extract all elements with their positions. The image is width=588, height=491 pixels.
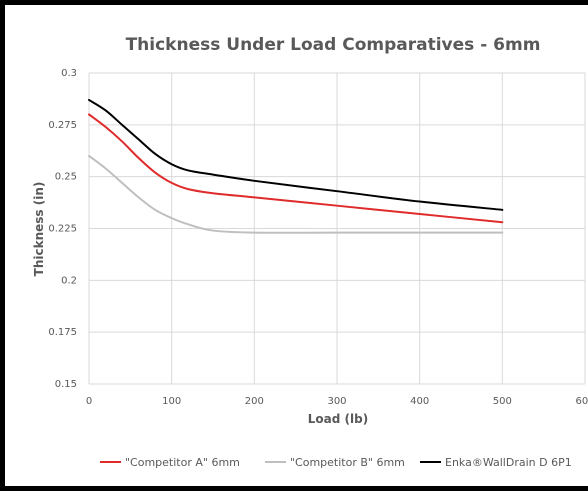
series-line <box>88 154 504 234</box>
legend: "Competitor A" 6mm "Competitor B" 6mm Enka… <box>100 456 572 469</box>
series-line <box>88 98 504 211</box>
legend-label: "Competitor B" 6mm <box>290 456 405 469</box>
gridlines <box>88 72 586 385</box>
x-tick-label: 300 <box>327 396 346 407</box>
y-tick-label: 0.3 <box>61 68 77 79</box>
x-tick-label: 0 <box>86 396 92 407</box>
y-tick-label: 0.15 <box>55 379 77 390</box>
y-tick-labels: 0.15 0.175 0.2 0.225 0.25 0.275 0.3 <box>48 68 77 390</box>
series-lines <box>88 98 504 234</box>
chart-title: Thickness Under Load Comparatives - 6mm <box>126 35 541 55</box>
x-tick-labels: 0 100 200 300 400 500 600 <box>86 396 588 407</box>
y-tick-label: 0.275 <box>48 120 77 131</box>
y-tick-label: 0.2 <box>61 275 77 286</box>
y-tick-label: 0.175 <box>48 327 77 338</box>
x-tick-label: 100 <box>162 396 181 407</box>
y-tick-label: 0.25 <box>55 172 77 183</box>
y-axis-label: Thickness (in) <box>32 182 46 277</box>
x-axis-label: Load (lb) <box>308 412 368 426</box>
x-tick-label: 500 <box>493 396 512 407</box>
x-tick-label: 400 <box>410 396 429 407</box>
x-tick-label: 200 <box>245 396 264 407</box>
legend-label: Enka®WallDrain D 6P1 <box>445 456 572 469</box>
legend-label: "Competitor A" 6mm <box>125 456 240 469</box>
x-tick-label: 600 <box>575 396 588 407</box>
series-line <box>88 113 504 224</box>
y-tick-label: 0.225 <box>48 224 77 235</box>
